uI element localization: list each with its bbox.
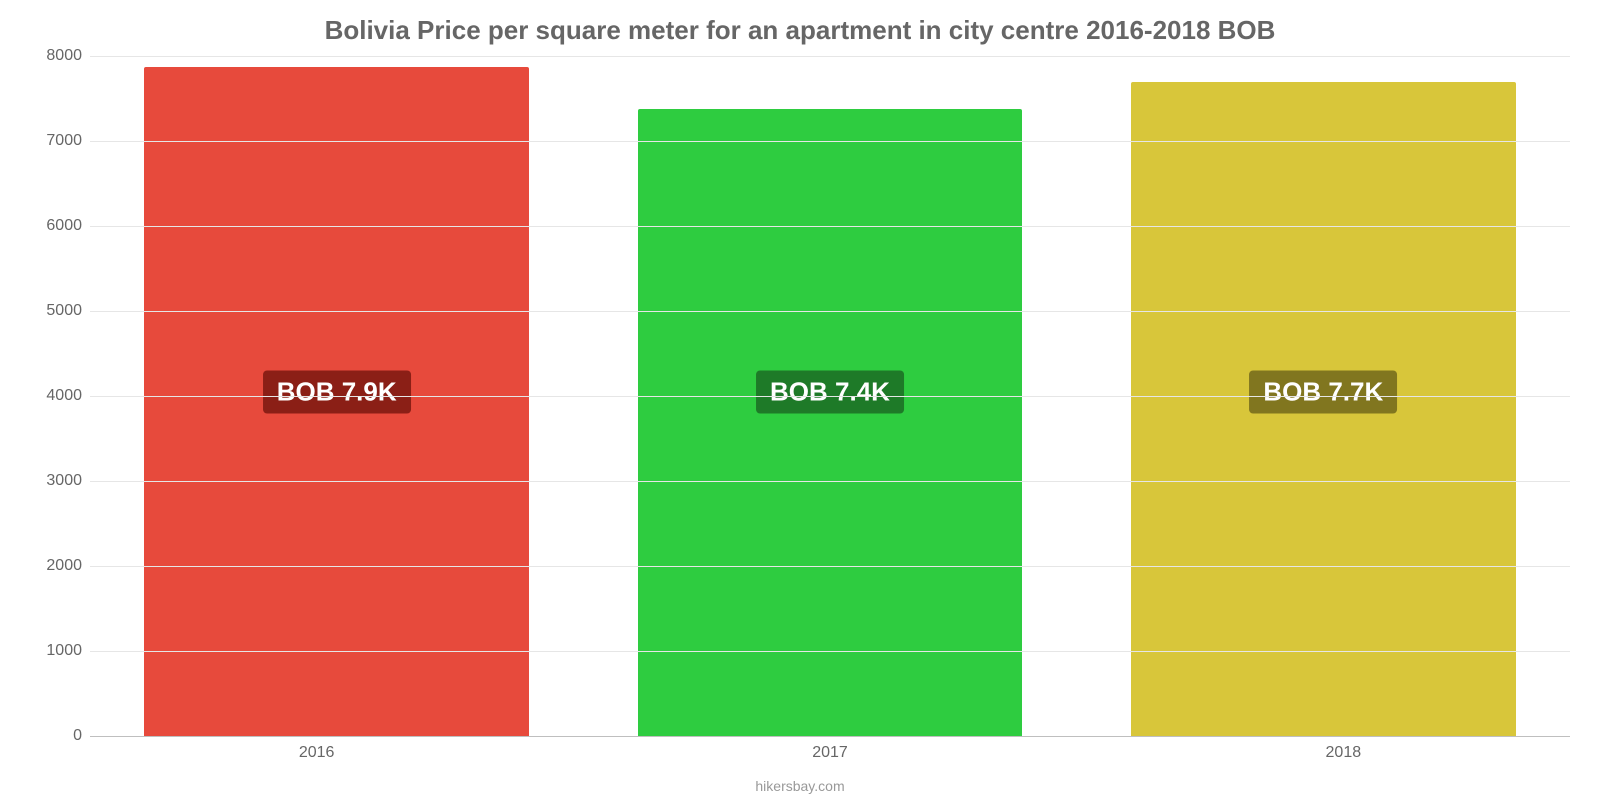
y-tick-label: 2000: [46, 557, 82, 575]
bar: BOB 7.7K: [1131, 82, 1516, 737]
grid-line: [90, 481, 1570, 482]
grid-line: [90, 566, 1570, 567]
y-tick-label: 7000: [46, 132, 82, 150]
bar-value-label: BOB 7.7K: [1249, 370, 1397, 413]
grid-line: [90, 56, 1570, 57]
y-tick-label: 0: [73, 727, 82, 745]
x-tick-label: 2016: [60, 744, 573, 762]
y-tick-label: 8000: [46, 47, 82, 65]
bar: BOB 7.4K: [638, 109, 1023, 736]
y-tick-label: 1000: [46, 642, 82, 660]
chart-title: Bolivia Price per square meter for an ap…: [30, 15, 1570, 46]
x-tick-label: 2017: [573, 744, 1086, 762]
x-axis-labels: 201620172018: [60, 744, 1600, 762]
y-tick-label: 6000: [46, 217, 82, 235]
grid-line: [90, 141, 1570, 142]
bar: BOB 7.9K: [144, 67, 529, 736]
y-tick-label: 4000: [46, 387, 82, 405]
chart-container: Bolivia Price per square meter for an ap…: [0, 0, 1600, 800]
grid-line: [90, 311, 1570, 312]
x-tick-label: 2018: [1087, 744, 1600, 762]
bar-value-label: BOB 7.4K: [756, 370, 904, 413]
y-tick-label: 5000: [46, 302, 82, 320]
y-tick-label: 3000: [46, 472, 82, 490]
y-axis: 010002000300040005000600070008000: [30, 56, 90, 736]
source-text: hikersbay.com: [0, 778, 1600, 794]
bar-value-label: BOB 7.9K: [263, 370, 411, 413]
plot-area: 010002000300040005000600070008000 BOB 7.…: [30, 56, 1570, 736]
grid-line: [90, 226, 1570, 227]
baseline: [90, 736, 1570, 737]
grid-line: [90, 396, 1570, 397]
grid-line: [90, 651, 1570, 652]
